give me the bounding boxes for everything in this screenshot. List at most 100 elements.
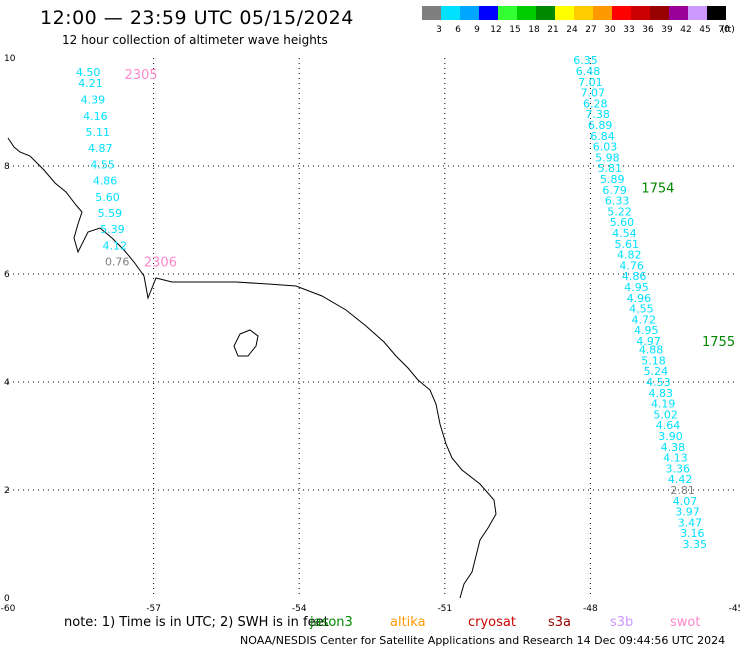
wave-height-value: 5.59 [98, 207, 123, 220]
legend-swatch [593, 6, 612, 20]
satellite-name: s3a [548, 615, 571, 630]
wave-height-value: 5.81 [598, 162, 623, 175]
wave-height-value: 4.83 [649, 387, 674, 400]
wave-height-value: 5.98 [595, 151, 620, 164]
wave-height-legend: 3 6 9 12 15 18 21 24 27 30 33 36 39 42 45 70(ft) [422, 6, 735, 35]
legend-swatch [498, 6, 517, 20]
legend-swatch [517, 6, 536, 20]
lon-tick-label: -60 [1, 604, 16, 614]
satellite-name: swot [670, 615, 700, 630]
legend-swatch [688, 6, 707, 20]
wave-height-value: 3.16 [680, 527, 705, 540]
legend-swatch [460, 6, 479, 20]
wave-height-value: 3.35 [682, 538, 707, 551]
wave-height-value: 5.11 [86, 126, 111, 139]
satellite-name: jason3 [309, 615, 353, 630]
wave-height-value: 6.33 [605, 195, 630, 208]
altimeter-tracks: 4.504.21 4.39 4.16 5.11 4.87 4.55 4.86 5.60 5.59… [76, 54, 735, 551]
wave-height-value: 4.12 [103, 239, 128, 252]
track: 4.504.21 4.39 4.16 5.11 4.87 4.55 4.86 5.60 5.59… [76, 66, 177, 271]
wave-height-value: 7.07 [581, 87, 606, 100]
wave-height-value: 6.84 [590, 130, 615, 143]
legend-swatch [707, 6, 726, 20]
wave-height-value: 3.97 [675, 506, 700, 519]
legend-label: 30 [604, 25, 616, 35]
lat-tick-label: 6 [4, 270, 10, 280]
legend-swatch [631, 6, 650, 20]
page-title: 12:00 — 23:59 UTC 05/15/2024 [40, 7, 354, 29]
wave-height-value: 6.35 [573, 54, 598, 67]
lon-tick-label: -54 [292, 604, 307, 614]
wave-height-value: 0.76 [105, 256, 130, 269]
wave-height-value: 4.95 [634, 324, 659, 337]
coastline [7, 137, 497, 599]
legend-swatch [536, 6, 555, 20]
wave-height-value: 4.53 [646, 376, 671, 389]
wave-height-value: 5.60 [610, 216, 635, 229]
lon-tick-label: -45 [729, 604, 740, 614]
legend-label: 39 [661, 25, 673, 35]
satellite-name: s3b [610, 615, 633, 630]
wave-height-value: 4.88 [639, 344, 664, 357]
legend-swatch [650, 6, 669, 20]
wave-height-value: 4.07 [673, 495, 698, 508]
wave-height-value: 6.89 [588, 119, 613, 132]
note-text: note: 1) Time is in UTC; 2) SWH is in fe… [64, 615, 329, 630]
legend-swatch [422, 6, 441, 20]
pass-time-label: 2305 [124, 68, 157, 83]
lat-tick-label: 10 [4, 54, 16, 64]
footer-credit: NOAA/NESDIS Center for Satellite Applica… [240, 634, 726, 647]
legend-label: 6 [455, 25, 461, 35]
wave-height-value: 5.02 [653, 408, 678, 421]
wave-height-value: 7.38 [585, 108, 610, 121]
legend-label: 42 [680, 25, 691, 35]
legend-label: 70 [718, 25, 730, 35]
wave-height-value: 6.48 [576, 65, 601, 78]
satellite-name: cryosat [468, 615, 516, 630]
lat-tick-label: 2 [4, 486, 10, 496]
wave-height-value: 4.72 [632, 313, 657, 326]
legend-unit: (ft) [721, 25, 735, 35]
wave-height-value: 4.42 [668, 473, 693, 486]
legend-label: 45 [699, 25, 710, 35]
lat-lon-grid: -60 -57 -54 -51 -48 -45 10 8 6 4 2 0 [1, 54, 740, 614]
wave-height-value: 5.61 [615, 238, 640, 251]
wave-height-value: 5.39 [100, 223, 125, 236]
legend-label: 3 [436, 25, 442, 35]
wave-height-value: 3.47 [678, 516, 703, 529]
lon-tick-label: -57 [146, 604, 161, 614]
wave-height-value: 5.22 [607, 205, 632, 218]
wave-height-value: 4.21 [78, 77, 103, 90]
wave-height-value: 6.03 [593, 141, 618, 154]
wave-height-value: 4.38 [661, 441, 686, 454]
satellite-legend: jason3 altika cryosat s3a s3b swot [309, 615, 700, 630]
legend-swatch [669, 6, 688, 20]
pass-time-label: 1754 [641, 182, 674, 197]
legend-swatch [612, 6, 631, 20]
wave-height-value: 5.60 [95, 191, 120, 204]
lon-tick-label: -48 [583, 604, 598, 614]
legend-label: 12 [490, 25, 501, 35]
lat-tick-label: 0 [4, 594, 10, 604]
legend-label: 24 [566, 25, 578, 35]
track: 6.356.487.017.076.287.386.896.846.035.98… [573, 54, 735, 551]
legend-label: 21 [547, 25, 558, 35]
wave-height-value: 4.16 [83, 110, 108, 123]
legend-label: 15 [509, 25, 520, 35]
island-outline [233, 329, 259, 357]
legend-label: 27 [585, 25, 596, 35]
satellite-name: altika [390, 615, 426, 630]
legend-label: 33 [623, 25, 634, 35]
legend-swatch [441, 6, 460, 20]
legend-swatch [555, 6, 574, 20]
wave-height-value: 4.13 [663, 452, 688, 465]
wave-height-value: 4.86 [622, 270, 647, 283]
wave-height-value: 7.01 [578, 76, 603, 89]
wave-height-value: 4.55 [629, 303, 654, 316]
wave-height-value: 6.79 [602, 184, 627, 197]
wave-height-value: 4.97 [636, 335, 661, 348]
pass-time-label: 1755 [702, 335, 735, 350]
wave-height-value: 6.28 [583, 97, 608, 110]
wave-height-value: 5.89 [600, 173, 625, 186]
wave-height-value: 4.55 [90, 158, 115, 171]
